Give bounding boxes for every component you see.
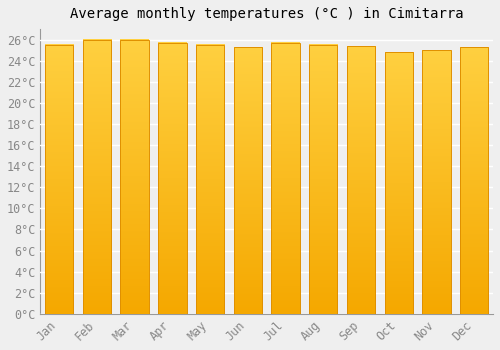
Bar [196, 45, 224, 314]
Bar [309, 45, 338, 314]
Bar [120, 40, 149, 314]
Title: Average monthly temperatures (°C ) in Cimitarra: Average monthly temperatures (°C ) in Ci… [70, 7, 464, 21]
Bar [272, 43, 299, 314]
Bar [45, 45, 74, 314]
Bar [384, 52, 413, 314]
Bar [460, 47, 488, 314]
Bar [234, 47, 262, 314]
Bar [83, 40, 111, 314]
Bar [158, 43, 186, 314]
Bar [422, 50, 450, 314]
Bar [347, 46, 375, 314]
